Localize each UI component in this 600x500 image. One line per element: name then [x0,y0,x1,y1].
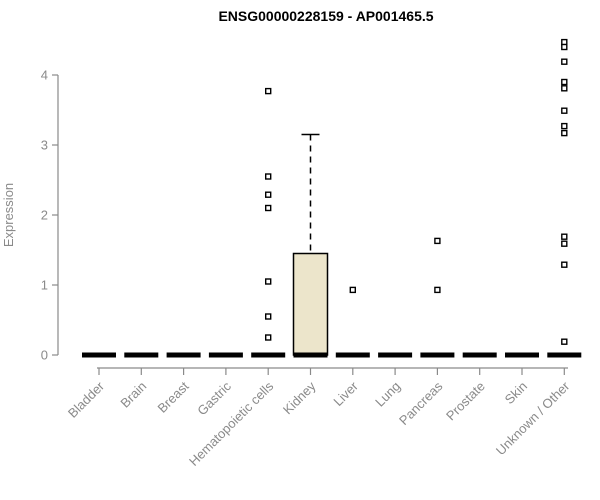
outlier-point-hematopoietic-cells [265,313,272,320]
x-tick-label-lung: Lung [372,379,403,410]
x-tick-label-breast: Breast [155,378,192,415]
outlier-point-unknown-other [561,43,568,51]
outlier-point-hematopoietic-cells [265,173,272,180]
outlier-point-liver [349,286,356,294]
outlier-point-pancreas [434,237,441,245]
outlier-point-hematopoietic-cells [265,334,272,341]
x-tick-label-prostate: Prostate [443,379,488,424]
x-tick-label-pancreas: Pancreas [396,378,446,428]
outlier-point-unknown-other [561,240,568,247]
chart-title: ENSG00000228159 - AP001465.5 [218,8,433,24]
y-tick-label-3: 3 [41,138,48,153]
outlier-point-hematopoietic-cells [265,191,272,198]
outlier-point-pancreas [434,286,441,294]
outlier-point-unknown-other [561,338,568,345]
outlier-point-unknown-other [561,233,568,240]
y-tick-label-4: 4 [41,68,48,83]
y-tick-label-0: 0 [41,348,48,363]
x-tick-label-skin: Skin [502,379,530,407]
x-tick-label-liver: Liver [330,378,361,409]
y-tick-label-2: 2 [41,208,48,223]
x-tick-label-brain: Brain [117,379,149,411]
outlier-point-unknown-other [561,78,568,86]
y-tick-label-1: 1 [41,278,48,293]
outlier-point-hematopoietic-cells [265,87,272,95]
outlier-point-unknown-other [561,107,568,114]
outlier-point-hematopoietic-cells [265,204,272,212]
outlier-point-unknown-other [561,85,568,92]
x-tick-label-unknown-other: Unknown / Other [493,378,573,458]
outlier-point-unknown-other [561,261,568,268]
outlier-point-hematopoietic-cells [265,278,272,285]
x-tick-label-kidney: Kidney [280,378,319,417]
x-tick-label-bladder: Bladder [65,378,108,421]
box-kidney [292,252,329,356]
outlier-point-unknown-other [561,122,568,130]
outlier-point-unknown-other [561,58,568,65]
y-axis-title: Expression [1,183,16,247]
x-tick-label-gastric: Gastric [194,378,234,418]
outlier-point-unknown-other [561,129,568,137]
